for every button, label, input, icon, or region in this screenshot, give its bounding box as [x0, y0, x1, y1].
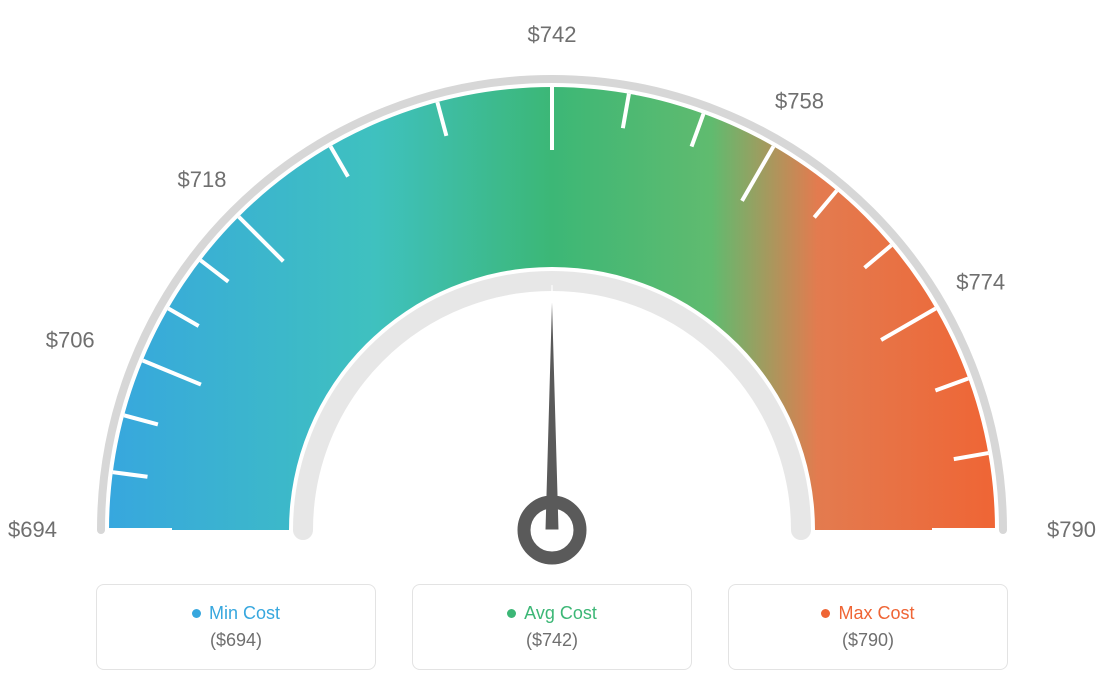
gauge-svg: $694 $706 $718 $742 $758 $774 $790: [0, 0, 1104, 580]
legend-title: Max Cost: [821, 603, 914, 624]
legend-card-avg: Avg Cost ($742): [412, 584, 692, 670]
tick-label: $758: [775, 88, 824, 113]
legend-label: Max Cost: [838, 603, 914, 624]
legend-card-max: Max Cost ($790): [728, 584, 1008, 670]
tick-label: $694: [8, 517, 57, 542]
legend-dot-icon: [192, 609, 201, 618]
tick-label: $718: [178, 167, 227, 192]
tick-label: $742: [528, 22, 577, 47]
legend-label: Avg Cost: [524, 603, 597, 624]
gauge-needle: [545, 285, 559, 530]
legend-title: Min Cost: [192, 603, 280, 624]
legend-value: ($742): [526, 630, 578, 651]
legend-value: ($694): [210, 630, 262, 651]
legend-dot-icon: [821, 609, 830, 618]
legend-row: Min Cost ($694) Avg Cost ($742) Max Cost ($79…: [0, 584, 1104, 670]
legend-value: ($790): [842, 630, 894, 651]
tick-label: $790: [1047, 517, 1096, 542]
legend-card-min: Min Cost ($694): [96, 584, 376, 670]
legend-dot-icon: [507, 609, 516, 618]
gauge-chart: $694 $706 $718 $742 $758 $774 $790 Min Cost ($6…: [0, 0, 1104, 690]
legend-label: Min Cost: [209, 603, 280, 624]
tick-label: $774: [956, 270, 1005, 295]
tick-label: $706: [46, 328, 95, 353]
legend-title: Avg Cost: [507, 603, 597, 624]
